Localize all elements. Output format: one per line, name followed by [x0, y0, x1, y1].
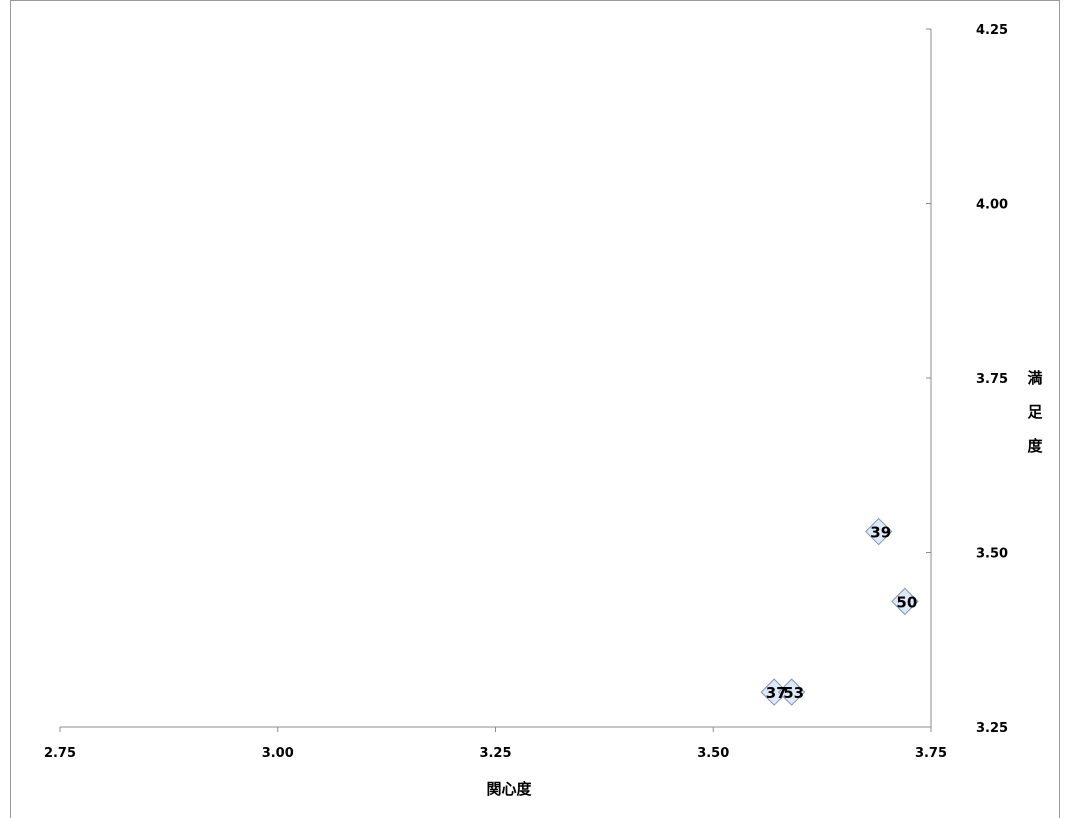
x-tick-label: 3.75	[915, 746, 947, 761]
data-point-marker	[865, 517, 893, 546]
y-axis-title: 満足度	[1027, 369, 1043, 455]
x-tick-label: 3.25	[479, 746, 511, 761]
y-axis-title-char: 度	[1027, 437, 1043, 455]
data-point-marker	[891, 587, 919, 616]
data-point-marker	[777, 678, 806, 706]
x-axis-ticks: 2.75 3.00 3.25 3.50 3.75	[44, 727, 947, 761]
data-point-label: 53	[783, 684, 804, 702]
x-tick-label: 3.00	[262, 746, 294, 761]
y-tick-label: 3.75	[976, 372, 1008, 387]
x-tick-label: 3.50	[697, 746, 729, 761]
y-axis-title-char: 満	[1027, 369, 1042, 387]
data-point-label: 39	[870, 524, 891, 542]
y-tick-label: 4.00	[976, 198, 1008, 213]
chart-frame	[10, 0, 1060, 818]
y-tick-label: 3.50	[976, 547, 1008, 562]
y-tick-label: 4.25	[976, 23, 1008, 38]
data-point-label: 50	[896, 593, 917, 611]
y-axis-ticks: 3.25 3.50 3.75 4.00 4.25	[926, 23, 1008, 736]
x-axis-title: 関心度	[486, 780, 532, 798]
y-axis-title-char: 足	[1027, 403, 1043, 421]
data-point-label: 37	[766, 684, 787, 702]
axes	[60, 29, 932, 728]
x-tick-label: 2.75	[44, 746, 76, 761]
y-tick-label: 3.25	[976, 721, 1008, 736]
